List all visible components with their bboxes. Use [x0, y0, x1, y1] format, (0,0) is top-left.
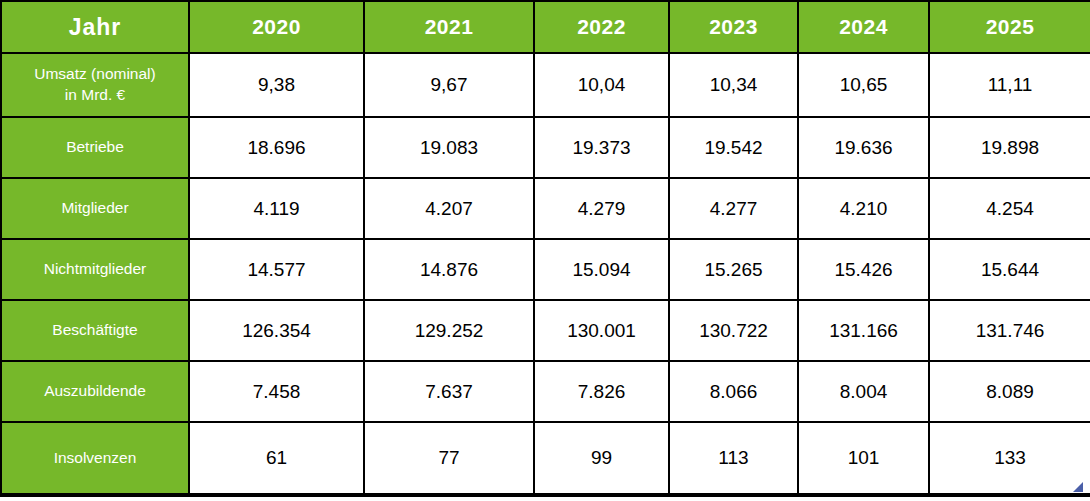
row-label-insolvenzen: Insolvenzen	[1, 422, 189, 495]
data-cell: 130.722	[669, 300, 798, 361]
row-label-umsatz: Umsatz (nominal) in Mrd. €	[1, 53, 189, 117]
row-label-beschaeftigte: Beschäftigte	[1, 300, 189, 361]
table-row-beschaeftigte: Beschäftigte 126.354 129.252 130.001 130…	[1, 300, 1090, 361]
corner-resize-mark-icon	[1073, 482, 1083, 492]
data-cell: 15.265	[669, 239, 798, 300]
data-cell: 4.119	[189, 178, 364, 239]
data-cell: 7.826	[534, 361, 669, 422]
table-row-mitglieder: Mitglieder 4.119 4.207 4.279 4.277 4.210…	[1, 178, 1090, 239]
data-cell: 14.577	[189, 239, 364, 300]
data-cell: 9,67	[364, 53, 534, 117]
row-label-betriebe: Betriebe	[1, 117, 189, 178]
data-cell: 113	[669, 422, 798, 495]
data-cell: 126.354	[189, 300, 364, 361]
yearly-statistics-table: Jahr 2020 2021 2022 2023 2024 2025 Umsat…	[0, 0, 1090, 497]
data-cell: 10,65	[798, 53, 929, 117]
data-cell: 99	[534, 422, 669, 495]
data-cell: 15.426	[798, 239, 929, 300]
header-cell-year-2020: 2020	[189, 1, 364, 53]
data-cell: 130.001	[534, 300, 669, 361]
data-cell: 61	[189, 422, 364, 495]
data-cell: 19.083	[364, 117, 534, 178]
data-cell: 19.898	[929, 117, 1090, 178]
data-cell: 4.279	[534, 178, 669, 239]
header-cell-jahr: Jahr	[1, 1, 189, 53]
header-row: Jahr 2020 2021 2022 2023 2024 2025	[1, 1, 1090, 53]
data-cell: 8.004	[798, 361, 929, 422]
header-cell-year-2021: 2021	[364, 1, 534, 53]
header-cell-year-2023: 2023	[669, 1, 798, 53]
data-cell: 10,34	[669, 53, 798, 117]
data-cell: 10,04	[534, 53, 669, 117]
data-cell: 8.089	[929, 361, 1090, 422]
data-cell: 133	[929, 422, 1090, 495]
data-cell: 19.373	[534, 117, 669, 178]
data-cell: 4.207	[364, 178, 534, 239]
data-cell: 7.458	[189, 361, 364, 422]
data-cell: 4.277	[669, 178, 798, 239]
data-cell: 15.644	[929, 239, 1090, 300]
header-cell-year-2022: 2022	[534, 1, 669, 53]
data-cell: 129.252	[364, 300, 534, 361]
header-cell-year-2025: 2025	[929, 1, 1090, 53]
data-cell: 101	[798, 422, 929, 495]
data-cell: 15.094	[534, 239, 669, 300]
data-cell: 8.066	[669, 361, 798, 422]
data-cell: 4.210	[798, 178, 929, 239]
table-row-umsatz: Umsatz (nominal) in Mrd. € 9,38 9,67 10,…	[1, 53, 1090, 117]
data-cell: 4.254	[929, 178, 1090, 239]
data-cell: 19.636	[798, 117, 929, 178]
data-cell: 131.746	[929, 300, 1090, 361]
statistics-table-page: Jahr 2020 2021 2022 2023 2024 2025 Umsat…	[0, 0, 1090, 501]
table-row-betriebe: Betriebe 18.696 19.083 19.373 19.542 19.…	[1, 117, 1090, 178]
data-cell: 131.166	[798, 300, 929, 361]
table-row-insolvenzen: Insolvenzen 61 77 99 113 101 133	[1, 422, 1090, 495]
data-cell: 9,38	[189, 53, 364, 117]
header-cell-year-2024: 2024	[798, 1, 929, 53]
data-cell: 19.542	[669, 117, 798, 178]
data-cell: 7.637	[364, 361, 534, 422]
row-label-mitglieder: Mitglieder	[1, 178, 189, 239]
data-cell: 14.876	[364, 239, 534, 300]
row-label-nichtmitglieder: Nichtmitglieder	[1, 239, 189, 300]
row-label-auszubildende: Auszubildende	[1, 361, 189, 422]
table-row-nichtmitglieder: Nichtmitglieder 14.577 14.876 15.094 15.…	[1, 239, 1090, 300]
data-cell: 11,11	[929, 53, 1090, 117]
data-cell: 18.696	[189, 117, 364, 178]
data-cell: 77	[364, 422, 534, 495]
table-row-auszubildende: Auszubildende 7.458 7.637 7.826 8.066 8.…	[1, 361, 1090, 422]
